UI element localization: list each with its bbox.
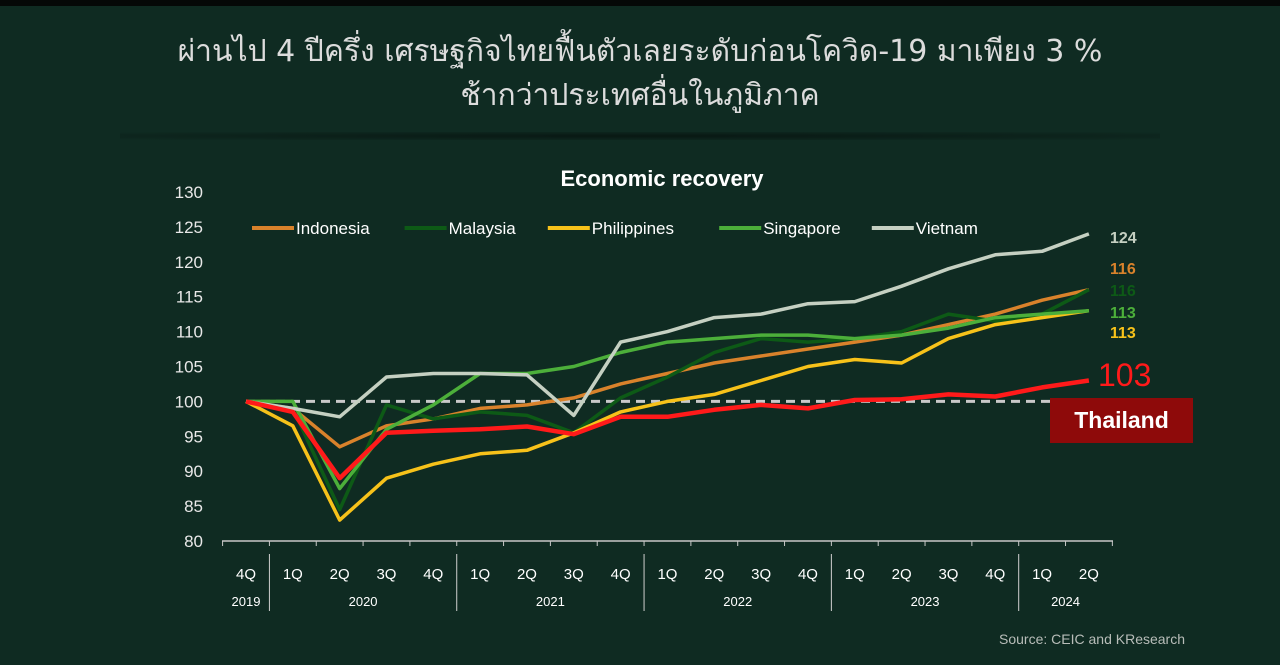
- source-note: Source: CEIC and KResearch: [999, 631, 1185, 647]
- year-label: 2021: [536, 594, 565, 609]
- y-tick-label: 125: [175, 218, 203, 237]
- series-line-malaysia: [245, 288, 1090, 512]
- page-title: ผ่านไป 4 ปีครึ่ง เศรษฐกิจไทยฟื้นตัวเลยระ…: [0, 30, 1280, 118]
- series-line-philippines: [245, 308, 1090, 522]
- series-line-indonesia: [245, 287, 1090, 449]
- x-tick-label: 4Q: [798, 566, 818, 583]
- x-tick-label: 2Q: [1079, 566, 1099, 583]
- legend-label-indonesia: Indonesia: [296, 219, 370, 238]
- year-label: 2022: [723, 594, 752, 609]
- series-line-singapore: [246, 308, 1090, 491]
- y-tick-label: 130: [175, 183, 203, 202]
- x-tick-label: 4Q: [985, 566, 1005, 583]
- end-label-thailand: 103: [1098, 357, 1151, 393]
- y-tick-label: 90: [184, 462, 203, 481]
- x-tick-label: 1Q: [283, 566, 303, 583]
- x-tick-label: 1Q: [470, 566, 490, 583]
- thailand-annotation-label: Thailand: [1074, 407, 1169, 433]
- legend-label-philippines: Philippines: [592, 219, 674, 238]
- x-tick-label: 3Q: [564, 566, 584, 583]
- end-label-indonesia: 116: [1110, 261, 1136, 278]
- legend-label-malaysia: Malaysia: [449, 219, 517, 238]
- y-tick-label: 95: [184, 427, 203, 446]
- x-tick-label: 3Q: [376, 566, 396, 583]
- title-line-1: ผ่านไป 4 ปีครึ่ง เศรษฐกิจไทยฟื้นตัวเลยระ…: [177, 34, 1103, 69]
- y-tick-label: 120: [175, 253, 203, 272]
- end-label-philippines: 113: [1110, 325, 1136, 342]
- y-tick-label: 100: [175, 392, 203, 411]
- y-tick-label: 80: [184, 532, 203, 551]
- x-tick-label: 1Q: [845, 566, 865, 583]
- x-tick-label: 2Q: [330, 566, 350, 583]
- series-line-vietnam: [245, 232, 1090, 419]
- end-label-vietnam: 124: [1110, 230, 1137, 247]
- y-tick-label: 85: [184, 497, 203, 516]
- y-tick-label: 110: [176, 323, 203, 342]
- chart-title: Economic recovery: [561, 166, 765, 191]
- thailand-annotation-box: [1050, 398, 1193, 443]
- x-tick-label: 3Q: [751, 566, 771, 583]
- year-label: 2020: [349, 594, 378, 609]
- year-label: 2019: [232, 594, 261, 609]
- legend-label-singapore: Singapore: [763, 219, 841, 238]
- x-tick-label: 4Q: [611, 566, 631, 583]
- x-tick-label: 1Q: [1032, 566, 1052, 583]
- end-label-malaysia: 116: [1110, 283, 1136, 300]
- x-tick-label: 4Q: [236, 566, 256, 583]
- y-tick-label: 115: [176, 288, 203, 307]
- x-tick-label: 1Q: [657, 566, 677, 583]
- legend-label-vietnam: Vietnam: [916, 219, 978, 238]
- year-label: 2024: [1051, 594, 1080, 609]
- title-line-2: ช้ากว่าประเทศอื่นในภูมิภาค: [460, 78, 820, 113]
- title-divider-shadow: [120, 132, 1160, 140]
- x-tick-label: 2Q: [892, 566, 912, 583]
- x-tick-label: 4Q: [423, 566, 443, 583]
- x-tick-label: 2Q: [704, 566, 724, 583]
- year-label: 2023: [911, 594, 940, 609]
- x-tick-label: 2Q: [517, 566, 537, 583]
- series-line-thailand: [245, 378, 1090, 481]
- top-bar: [0, 0, 1280, 6]
- y-tick-label: 105: [175, 358, 203, 377]
- x-tick-label: 3Q: [938, 566, 958, 583]
- end-label-singapore: 113: [1110, 305, 1136, 322]
